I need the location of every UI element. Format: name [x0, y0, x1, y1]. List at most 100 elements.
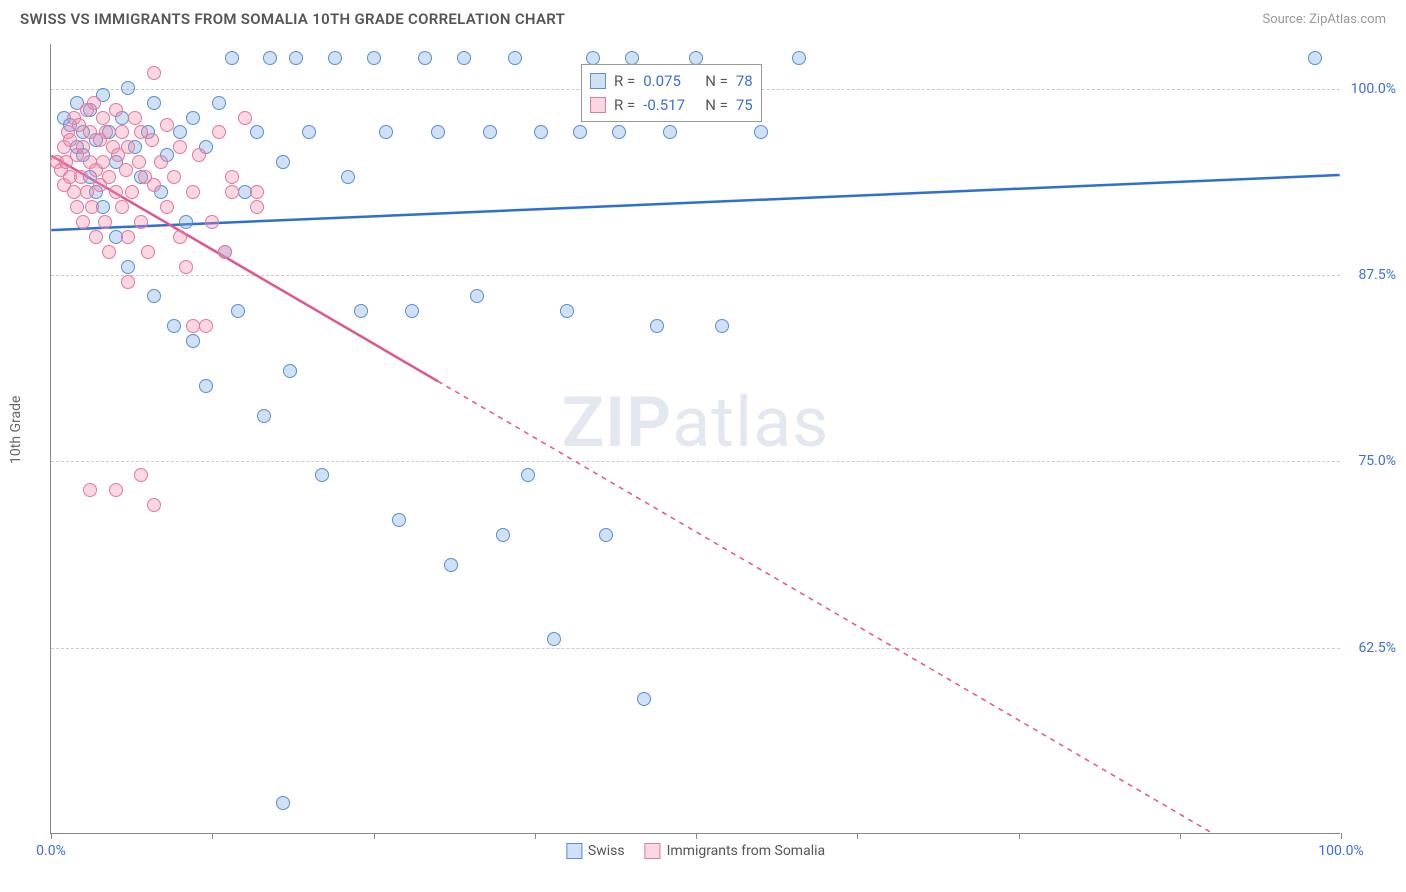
data-point-somalia [125, 185, 139, 199]
data-point-swiss [792, 51, 806, 65]
legend-label-swiss: Swiss [588, 843, 625, 859]
legend-item-somalia: Immigrants from Somalia [645, 843, 826, 859]
source-label: Source: ZipAtlas.com [1262, 12, 1386, 27]
data-point-swiss [173, 125, 187, 139]
data-point-swiss [663, 125, 677, 139]
data-point-swiss [328, 51, 342, 65]
trend-lines [51, 44, 1340, 833]
data-point-somalia [98, 215, 112, 229]
data-point-somalia [115, 200, 129, 214]
data-point-swiss [238, 185, 252, 199]
data-point-somalia [96, 155, 110, 169]
data-point-swiss [276, 796, 290, 810]
data-point-swiss [599, 528, 613, 542]
data-point-somalia [173, 140, 187, 154]
watermark: ZIPatlas [562, 382, 830, 464]
data-point-swiss [367, 51, 381, 65]
data-point-swiss [167, 319, 181, 333]
data-point-swiss [715, 319, 729, 333]
data-point-swiss [405, 304, 419, 318]
data-point-swiss [650, 319, 664, 333]
data-point-somalia [121, 230, 135, 244]
data-point-swiss [392, 513, 406, 527]
data-point-swiss [457, 51, 471, 65]
data-point-swiss [470, 289, 484, 303]
data-point-swiss [289, 51, 303, 65]
data-point-somalia [102, 245, 116, 259]
x-tick [51, 833, 52, 839]
data-point-swiss [418, 51, 432, 65]
swatch-swiss [590, 73, 606, 89]
data-point-somalia [74, 170, 88, 184]
data-point-swiss [231, 304, 245, 318]
data-point-somalia [250, 200, 264, 214]
data-point-swiss [179, 215, 193, 229]
y-axis-label: 10th Grade [8, 396, 24, 464]
data-point-somalia [63, 133, 77, 147]
data-point-swiss [121, 260, 135, 274]
watermark-zip: ZIP [562, 382, 672, 464]
x-tick [857, 833, 858, 839]
data-point-somalia [192, 148, 206, 162]
x-tick [535, 833, 536, 839]
data-point-swiss [1308, 51, 1322, 65]
data-point-somalia [173, 230, 187, 244]
data-point-somalia [115, 125, 129, 139]
data-point-somalia [212, 125, 226, 139]
data-point-somalia [70, 200, 84, 214]
chart-container: 10th Grade ZIPatlas 62.5%75.0%87.5%100.0… [0, 34, 1406, 884]
data-point-somalia [85, 200, 99, 214]
data-point-somalia [186, 319, 200, 333]
x-tick [212, 833, 213, 839]
data-point-swiss [521, 468, 535, 482]
data-point-somalia [80, 185, 94, 199]
data-point-swiss [431, 125, 445, 139]
data-point-somalia [199, 319, 213, 333]
data-point-swiss [225, 51, 239, 65]
data-point-somalia [147, 498, 161, 512]
header: SWISS VS IMMIGRANTS FROM SOMALIA 10TH GR… [0, 0, 1406, 34]
data-point-swiss [754, 125, 768, 139]
data-point-somalia [145, 133, 159, 147]
y-tick-label: 62.5% [1358, 640, 1396, 656]
data-point-swiss [637, 692, 651, 706]
data-point-somalia [167, 170, 181, 184]
x-tick-label: 100.0% [1318, 843, 1363, 859]
legend-item-swiss: Swiss [566, 843, 625, 859]
stats-row-somalia: R =-0.517N =75 [590, 93, 753, 117]
data-point-somalia [141, 245, 155, 259]
data-point-swiss [586, 51, 600, 65]
stats-legend: R =0.075N =78R =-0.517N =75 [581, 64, 762, 122]
x-tick [1341, 833, 1342, 839]
data-point-swiss [483, 125, 497, 139]
data-point-somalia [119, 163, 133, 177]
data-point-swiss [147, 96, 161, 110]
bottom-legend: Swiss Immigrants from Somalia [566, 843, 825, 859]
data-point-swiss [444, 558, 458, 572]
data-point-swiss [263, 51, 277, 65]
data-point-somalia [76, 215, 90, 229]
data-point-somalia [179, 260, 193, 274]
data-point-swiss [212, 96, 226, 110]
data-point-somalia [121, 275, 135, 289]
plot-area: ZIPatlas 62.5%75.0%87.5%100.0%0.0%100.0%… [50, 44, 1340, 834]
data-point-somalia [109, 103, 123, 117]
x-tick [1019, 833, 1020, 839]
y-tick-label: 87.5% [1358, 267, 1396, 283]
data-point-swiss [283, 364, 297, 378]
stats-row-swiss: R =0.075N =78 [590, 69, 753, 93]
data-point-swiss [121, 81, 135, 95]
data-point-somalia [121, 140, 135, 154]
data-point-swiss [612, 125, 626, 139]
data-point-somalia [250, 185, 264, 199]
data-point-swiss [354, 304, 368, 318]
chart-title: SWISS VS IMMIGRANTS FROM SOMALIA 10TH GR… [20, 10, 565, 28]
data-point-somalia [109, 483, 123, 497]
swatch-swiss [566, 843, 582, 859]
data-point-swiss [534, 125, 548, 139]
gridline [51, 648, 1340, 649]
data-point-somalia [96, 111, 110, 125]
data-point-somalia [218, 245, 232, 259]
data-point-somalia [154, 155, 168, 169]
data-point-somalia [205, 215, 219, 229]
